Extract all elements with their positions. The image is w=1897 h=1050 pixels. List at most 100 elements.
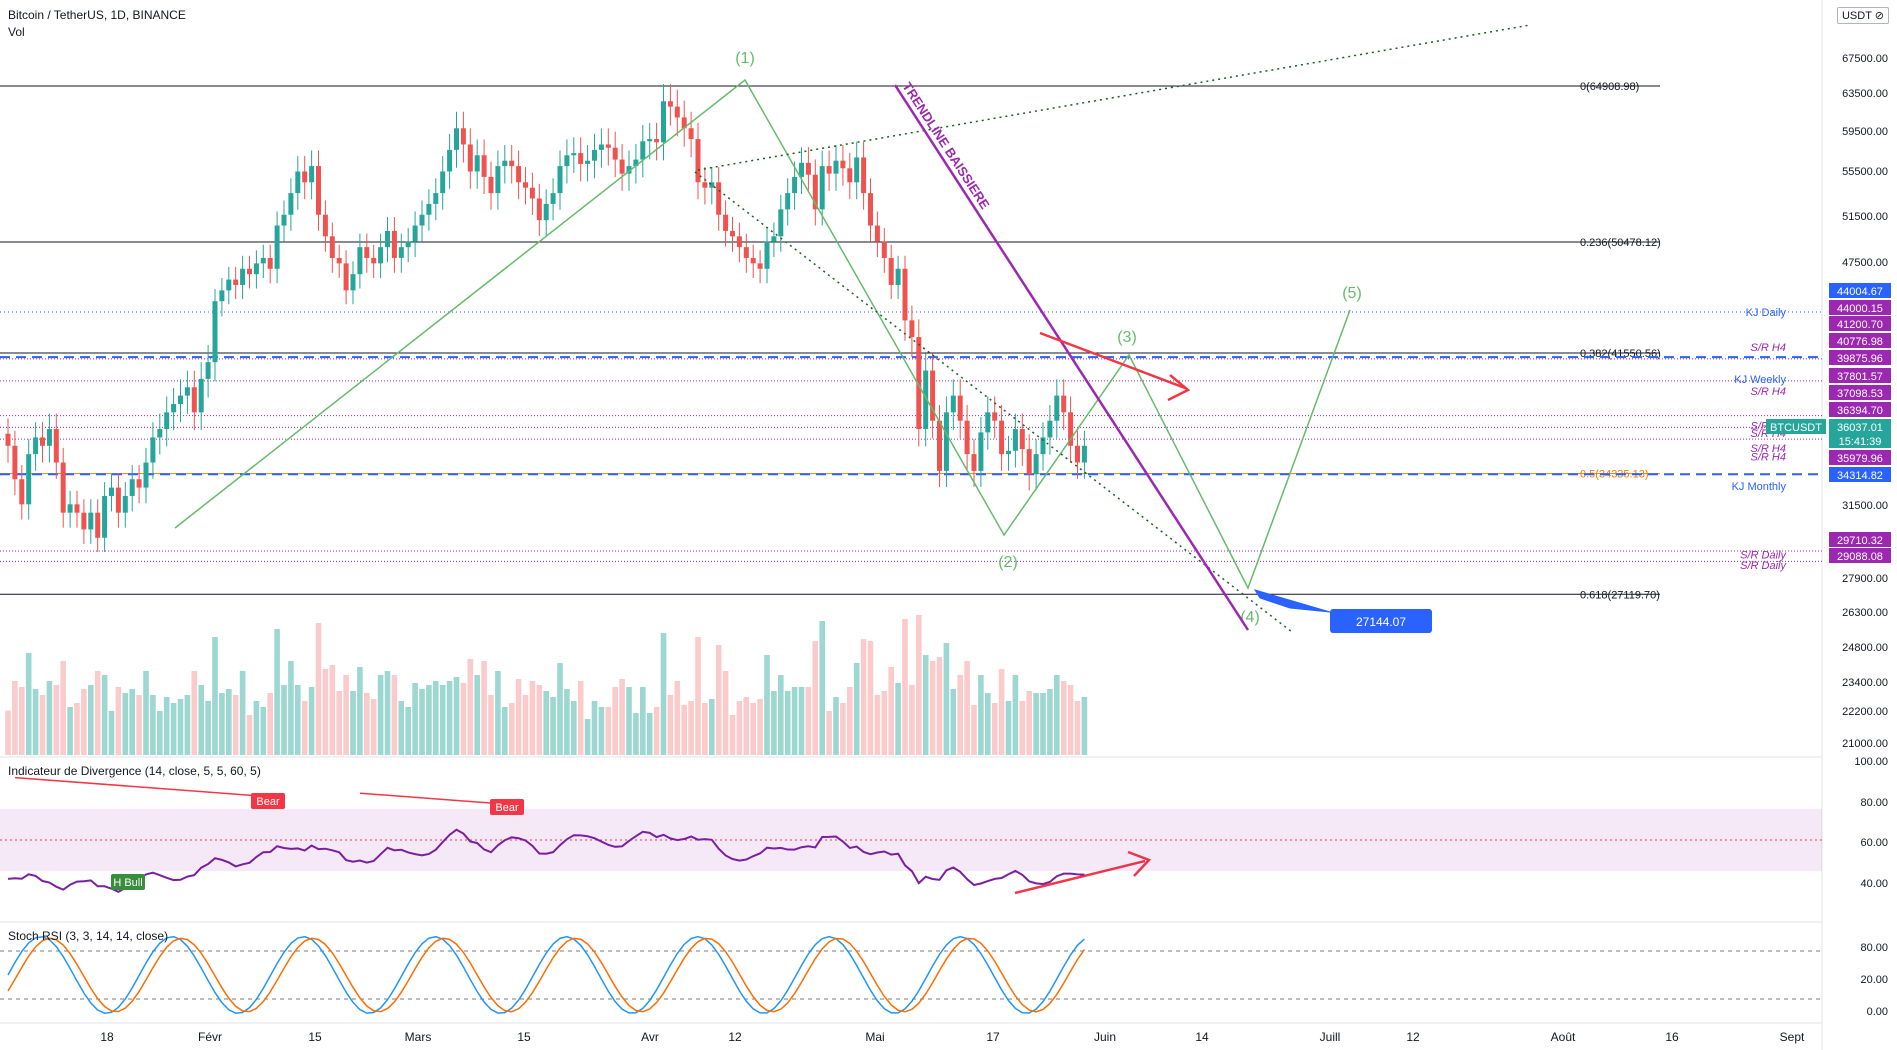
candle-body bbox=[26, 454, 32, 505]
price-tick: 63500.00 bbox=[1842, 88, 1888, 100]
sr-label: KJ Monthly bbox=[1732, 481, 1787, 493]
candle-body bbox=[536, 198, 542, 221]
volume-bar bbox=[750, 703, 756, 755]
volume-bar bbox=[536, 685, 543, 755]
price-tick: 47500.00 bbox=[1842, 257, 1888, 269]
price-label-box bbox=[1829, 433, 1891, 448]
candle-body bbox=[274, 225, 280, 269]
volume-bar bbox=[591, 701, 598, 755]
candle-body bbox=[40, 437, 45, 446]
candle-body bbox=[122, 495, 128, 513]
candle-body bbox=[902, 268, 908, 321]
volume-bar bbox=[571, 701, 577, 755]
candle-body bbox=[467, 144, 473, 172]
volume-bar bbox=[840, 703, 846, 755]
volume-bar bbox=[481, 661, 487, 755]
volume-bar bbox=[1005, 701, 1012, 755]
price-label-box bbox=[1829, 548, 1891, 563]
candle-body bbox=[440, 171, 446, 194]
candle-body bbox=[564, 155, 570, 167]
candle-body bbox=[585, 160, 591, 164]
volume-bar bbox=[784, 691, 791, 755]
volume-bar bbox=[343, 675, 349, 755]
candle-body bbox=[95, 512, 101, 538]
target-badge bbox=[1330, 609, 1432, 633]
candle-body bbox=[985, 412, 991, 433]
volume-bar bbox=[812, 641, 819, 755]
candle-body bbox=[433, 193, 439, 204]
time-tick: 18 bbox=[100, 1030, 114, 1044]
candle-body bbox=[916, 337, 922, 430]
candle-body bbox=[378, 247, 384, 264]
candle-body bbox=[764, 241, 770, 269]
sr-label: KJ Weekly bbox=[1734, 374, 1786, 386]
bear-divergence bbox=[14, 776, 266, 798]
elliott-wave-path bbox=[174, 78, 1351, 590]
volume-bar bbox=[619, 679, 625, 755]
candle-body bbox=[481, 155, 487, 177]
time-tick: 14 bbox=[1195, 1030, 1209, 1044]
volume-bar bbox=[19, 687, 25, 755]
candle-body bbox=[826, 166, 832, 174]
price-label: 37801.57 bbox=[1837, 371, 1883, 383]
candle-body bbox=[5, 433, 11, 446]
volume-bar bbox=[660, 633, 667, 755]
trendline-label: TRENDLINE BAISSIERE bbox=[899, 79, 992, 212]
price-tick: 67500.00 bbox=[1842, 53, 1888, 65]
candle-body bbox=[702, 182, 708, 188]
candle-body bbox=[129, 479, 135, 496]
price-label: 39875.96 bbox=[1837, 353, 1883, 365]
volume-bar bbox=[847, 687, 853, 755]
volume-bar bbox=[198, 685, 204, 755]
candle-body bbox=[391, 230, 397, 258]
ticker-tag: BTCUSDT bbox=[1770, 422, 1822, 434]
volume-indicator-label[interactable]: Vol bbox=[8, 25, 25, 39]
volume-bar bbox=[184, 695, 191, 755]
volume-bar bbox=[1033, 693, 1039, 755]
volume-bar bbox=[377, 675, 384, 755]
candle-body bbox=[674, 106, 680, 118]
channel-bottom-line bbox=[694, 171, 1293, 633]
volume-bar bbox=[122, 693, 129, 755]
candle-body bbox=[1026, 449, 1032, 475]
price-axis: 67500.00 63500.00 59500.00 55500.00 51500.00… bbox=[1766, 11, 1891, 1018]
time-tick: 17 bbox=[986, 1030, 1000, 1044]
volume-bar bbox=[743, 697, 750, 755]
volume-bar bbox=[674, 681, 681, 755]
candle-body bbox=[619, 159, 625, 174]
volume-bar bbox=[1074, 701, 1081, 755]
stoch-title[interactable]: Stoch RSI (3, 3, 14, 14, close) bbox=[8, 929, 169, 943]
candle-body bbox=[881, 241, 887, 258]
volume-bar bbox=[267, 693, 273, 755]
candle-body bbox=[1019, 429, 1025, 450]
volume-bar bbox=[729, 715, 736, 755]
candle-body bbox=[529, 187, 535, 199]
price-label: 37098.53 bbox=[1837, 388, 1883, 400]
grid bbox=[0, 0, 1823, 1050]
candle-body bbox=[557, 166, 563, 194]
time-tick: Juill bbox=[1320, 1030, 1341, 1044]
volume-bar bbox=[950, 689, 957, 755]
candle-body bbox=[316, 166, 321, 215]
volume-bar bbox=[978, 675, 984, 755]
volume-bar bbox=[288, 661, 294, 755]
candle-body bbox=[785, 193, 791, 210]
volume-bar bbox=[350, 691, 356, 755]
candle-body bbox=[329, 236, 335, 258]
price-tick: 27900.00 bbox=[1842, 573, 1888, 585]
volume-bar bbox=[232, 695, 239, 755]
currency-selector[interactable]: USDT ⊘ bbox=[1836, 7, 1889, 24]
resistance-arrow-head bbox=[1167, 374, 1191, 402]
divergence-marker-label: H Bull bbox=[113, 877, 142, 889]
candle-body bbox=[357, 247, 363, 275]
time-tick: 15 bbox=[308, 1030, 322, 1044]
candle-body bbox=[888, 257, 894, 285]
candle-body bbox=[757, 263, 763, 269]
candle-body bbox=[426, 203, 432, 215]
fib-level-label: 0.618(27119.70) bbox=[1580, 589, 1660, 601]
symbol-title[interactable]: Bitcoin / TetherUS, 1D, BINANCE bbox=[8, 8, 186, 22]
price-label-box bbox=[1829, 467, 1891, 482]
volume-bar bbox=[315, 623, 322, 755]
divergence-title[interactable]: Indicateur de Divergence (14, close, 5, … bbox=[8, 764, 261, 778]
